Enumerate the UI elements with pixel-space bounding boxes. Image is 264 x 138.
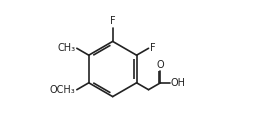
Text: CH₃: CH₃	[57, 43, 76, 53]
Text: OCH₃: OCH₃	[50, 85, 76, 95]
Text: OH: OH	[171, 78, 186, 88]
Text: O: O	[157, 60, 164, 70]
Text: F: F	[150, 43, 156, 53]
Text: F: F	[110, 16, 115, 26]
